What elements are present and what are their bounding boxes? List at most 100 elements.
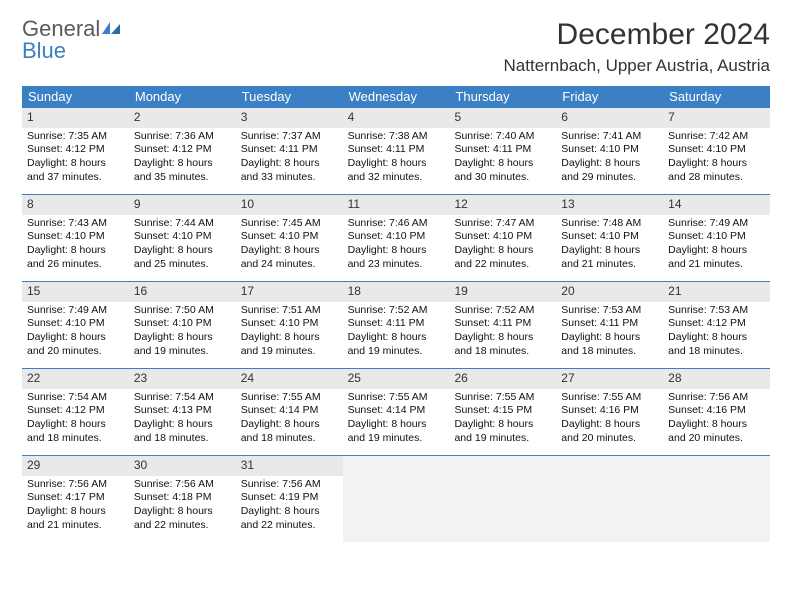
sunrise-text: Sunrise: 7:53 AM bbox=[668, 304, 765, 318]
day-body: Sunrise: 7:45 AMSunset: 4:10 PMDaylight:… bbox=[236, 215, 343, 276]
daylight-text: Daylight: 8 hours bbox=[561, 331, 658, 345]
sunset-text: Sunset: 4:10 PM bbox=[134, 230, 231, 244]
day-number: 9 bbox=[129, 195, 236, 215]
day-body: Sunrise: 7:53 AMSunset: 4:11 PMDaylight:… bbox=[556, 302, 663, 363]
day-cell: 22Sunrise: 7:54 AMSunset: 4:12 PMDayligh… bbox=[22, 369, 129, 455]
day-body: Sunrise: 7:49 AMSunset: 4:10 PMDaylight:… bbox=[663, 215, 770, 276]
day-number: 6 bbox=[556, 108, 663, 128]
daylight-text: and 18 minutes. bbox=[668, 345, 765, 359]
day-cell: 30Sunrise: 7:56 AMSunset: 4:18 PMDayligh… bbox=[129, 456, 236, 542]
daylight-text: Daylight: 8 hours bbox=[454, 244, 551, 258]
brand-part2: Blue bbox=[22, 38, 66, 63]
day-number: 11 bbox=[343, 195, 450, 215]
sunset-text: Sunset: 4:12 PM bbox=[27, 143, 124, 157]
daylight-text: Daylight: 8 hours bbox=[134, 157, 231, 171]
daylight-text: Daylight: 8 hours bbox=[134, 244, 231, 258]
day-number: 29 bbox=[22, 456, 129, 476]
day-number: 20 bbox=[556, 282, 663, 302]
title-block: December 2024 Natternbach, Upper Austria… bbox=[504, 18, 770, 76]
daylight-text: Daylight: 8 hours bbox=[134, 505, 231, 519]
day-cell: 8Sunrise: 7:43 AMSunset: 4:10 PMDaylight… bbox=[22, 195, 129, 281]
week-row: 29Sunrise: 7:56 AMSunset: 4:17 PMDayligh… bbox=[22, 455, 770, 542]
day-cell: 7Sunrise: 7:42 AMSunset: 4:10 PMDaylight… bbox=[663, 108, 770, 194]
daylight-text: and 19 minutes. bbox=[134, 345, 231, 359]
day-cell: 24Sunrise: 7:55 AMSunset: 4:14 PMDayligh… bbox=[236, 369, 343, 455]
day-body: Sunrise: 7:52 AMSunset: 4:11 PMDaylight:… bbox=[343, 302, 450, 363]
daylight-text: and 18 minutes. bbox=[134, 432, 231, 446]
sunset-text: Sunset: 4:10 PM bbox=[27, 230, 124, 244]
day-cell: 18Sunrise: 7:52 AMSunset: 4:11 PMDayligh… bbox=[343, 282, 450, 368]
page-title: December 2024 bbox=[504, 18, 770, 52]
day-number: 4 bbox=[343, 108, 450, 128]
sunset-text: Sunset: 4:11 PM bbox=[241, 143, 338, 157]
day-number: 16 bbox=[129, 282, 236, 302]
day-cell: 3Sunrise: 7:37 AMSunset: 4:11 PMDaylight… bbox=[236, 108, 343, 194]
sunrise-text: Sunrise: 7:38 AM bbox=[348, 130, 445, 144]
daylight-text: and 22 minutes. bbox=[241, 519, 338, 533]
day-cell-empty bbox=[663, 456, 770, 542]
week-row: 1Sunrise: 7:35 AMSunset: 4:12 PMDaylight… bbox=[22, 107, 770, 194]
daylight-text: and 18 minutes. bbox=[241, 432, 338, 446]
sunset-text: Sunset: 4:10 PM bbox=[454, 230, 551, 244]
day-body: Sunrise: 7:54 AMSunset: 4:13 PMDaylight:… bbox=[129, 389, 236, 450]
day-body: Sunrise: 7:54 AMSunset: 4:12 PMDaylight:… bbox=[22, 389, 129, 450]
day-body: Sunrise: 7:55 AMSunset: 4:15 PMDaylight:… bbox=[449, 389, 556, 450]
day-cell: 4Sunrise: 7:38 AMSunset: 4:11 PMDaylight… bbox=[343, 108, 450, 194]
sunrise-text: Sunrise: 7:51 AM bbox=[241, 304, 338, 318]
daylight-text: and 35 minutes. bbox=[134, 171, 231, 185]
daylight-text: Daylight: 8 hours bbox=[561, 418, 658, 432]
daylight-text: and 21 minutes. bbox=[668, 258, 765, 272]
day-number: 8 bbox=[22, 195, 129, 215]
daylight-text: Daylight: 8 hours bbox=[27, 331, 124, 345]
sunset-text: Sunset: 4:11 PM bbox=[454, 317, 551, 331]
daylight-text: and 37 minutes. bbox=[27, 171, 124, 185]
day-number: 22 bbox=[22, 369, 129, 389]
day-cell: 17Sunrise: 7:51 AMSunset: 4:10 PMDayligh… bbox=[236, 282, 343, 368]
day-number: 24 bbox=[236, 369, 343, 389]
day-cell: 29Sunrise: 7:56 AMSunset: 4:17 PMDayligh… bbox=[22, 456, 129, 542]
sunrise-text: Sunrise: 7:37 AM bbox=[241, 130, 338, 144]
day-cell-empty bbox=[449, 456, 556, 542]
day-body: Sunrise: 7:38 AMSunset: 4:11 PMDaylight:… bbox=[343, 128, 450, 189]
daylight-text: Daylight: 8 hours bbox=[348, 244, 445, 258]
day-cell-empty bbox=[556, 456, 663, 542]
sunset-text: Sunset: 4:10 PM bbox=[668, 143, 765, 157]
week-row: 8Sunrise: 7:43 AMSunset: 4:10 PMDaylight… bbox=[22, 194, 770, 281]
daylight-text: Daylight: 8 hours bbox=[668, 418, 765, 432]
day-cell: 1Sunrise: 7:35 AMSunset: 4:12 PMDaylight… bbox=[22, 108, 129, 194]
dow-cell: Sunday bbox=[22, 86, 129, 107]
day-cell: 13Sunrise: 7:48 AMSunset: 4:10 PMDayligh… bbox=[556, 195, 663, 281]
daylight-text: Daylight: 8 hours bbox=[134, 331, 231, 345]
day-body: Sunrise: 7:56 AMSunset: 4:18 PMDaylight:… bbox=[129, 476, 236, 537]
dow-cell: Wednesday bbox=[343, 86, 450, 107]
daylight-text: and 20 minutes. bbox=[27, 345, 124, 359]
sunset-text: Sunset: 4:10 PM bbox=[27, 317, 124, 331]
daylight-text: Daylight: 8 hours bbox=[348, 418, 445, 432]
sunrise-text: Sunrise: 7:54 AM bbox=[27, 391, 124, 405]
day-cell: 20Sunrise: 7:53 AMSunset: 4:11 PMDayligh… bbox=[556, 282, 663, 368]
location-subtitle: Natternbach, Upper Austria, Austria bbox=[504, 56, 770, 76]
day-cell: 27Sunrise: 7:55 AMSunset: 4:16 PMDayligh… bbox=[556, 369, 663, 455]
day-cell: 28Sunrise: 7:56 AMSunset: 4:16 PMDayligh… bbox=[663, 369, 770, 455]
day-number: 12 bbox=[449, 195, 556, 215]
day-cell: 10Sunrise: 7:45 AMSunset: 4:10 PMDayligh… bbox=[236, 195, 343, 281]
week-row: 15Sunrise: 7:49 AMSunset: 4:10 PMDayligh… bbox=[22, 281, 770, 368]
sunrise-text: Sunrise: 7:48 AM bbox=[561, 217, 658, 231]
sunset-text: Sunset: 4:12 PM bbox=[668, 317, 765, 331]
dow-cell: Thursday bbox=[449, 86, 556, 107]
sunrise-text: Sunrise: 7:56 AM bbox=[241, 478, 338, 492]
sunrise-text: Sunrise: 7:53 AM bbox=[561, 304, 658, 318]
daylight-text: Daylight: 8 hours bbox=[668, 244, 765, 258]
day-body: Sunrise: 7:55 AMSunset: 4:14 PMDaylight:… bbox=[343, 389, 450, 450]
day-body: Sunrise: 7:35 AMSunset: 4:12 PMDaylight:… bbox=[22, 128, 129, 189]
day-body: Sunrise: 7:43 AMSunset: 4:10 PMDaylight:… bbox=[22, 215, 129, 276]
day-cell: 23Sunrise: 7:54 AMSunset: 4:13 PMDayligh… bbox=[129, 369, 236, 455]
sunrise-text: Sunrise: 7:42 AM bbox=[668, 130, 765, 144]
day-number: 2 bbox=[129, 108, 236, 128]
daylight-text: and 21 minutes. bbox=[27, 519, 124, 533]
day-number: 15 bbox=[22, 282, 129, 302]
day-body: Sunrise: 7:50 AMSunset: 4:10 PMDaylight:… bbox=[129, 302, 236, 363]
daylight-text: and 22 minutes. bbox=[134, 519, 231, 533]
sunset-text: Sunset: 4:16 PM bbox=[668, 404, 765, 418]
sunset-text: Sunset: 4:13 PM bbox=[134, 404, 231, 418]
